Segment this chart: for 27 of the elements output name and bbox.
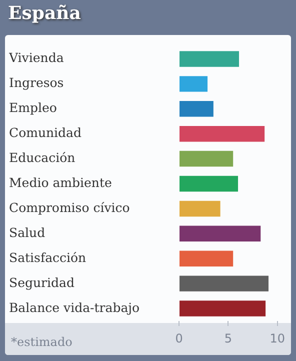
x-tick-label: 10	[270, 331, 286, 346]
y-tick-label: Vivienda	[8, 50, 64, 66]
bar	[180, 300, 266, 316]
chart-title: España	[8, 3, 81, 24]
x-tick-label: 0	[175, 331, 183, 346]
y-tick-label: Empleo	[9, 100, 57, 116]
text: *estimado	[11, 335, 72, 349]
bar	[180, 76, 208, 92]
y-tick-label: Seguridad	[9, 274, 74, 290]
bar	[180, 51, 240, 67]
bar	[180, 200, 220, 217]
bar	[180, 176, 238, 192]
y-tick-label: Salud	[9, 224, 46, 240]
y-tick-label: Satisfacción	[9, 250, 86, 265]
y-tick-label: Ingresos	[9, 75, 64, 90]
bar	[180, 101, 214, 117]
y-tick-label: Comunidad	[9, 125, 82, 140]
x-tick-label: 5	[224, 331, 232, 346]
y-tick-label: Balance vida-trabajo	[9, 300, 140, 315]
bar	[180, 150, 234, 167]
y-tick-label: Medio ambiente	[9, 175, 112, 190]
bar	[180, 126, 265, 142]
bar	[180, 250, 234, 266]
y-tick-label: Educación	[9, 150, 76, 166]
y-tick-label: Compromiso cívico	[9, 200, 130, 215]
bar	[180, 276, 269, 292]
bar	[180, 226, 261, 242]
